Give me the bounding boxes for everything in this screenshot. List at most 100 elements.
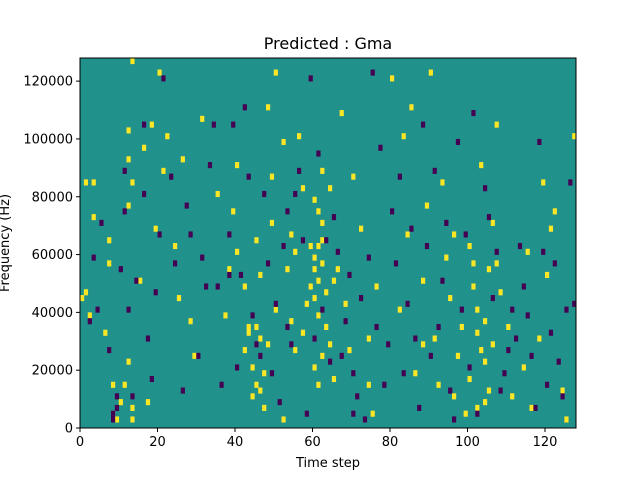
heatmap-cell-high [452, 393, 457, 400]
heatmap-cell-low [293, 190, 298, 198]
heatmap-cell-high [471, 283, 476, 290]
heatmap-cell-low [235, 364, 240, 371]
heatmap-cell-high [250, 393, 255, 400]
heatmap-cell-high [428, 69, 433, 76]
heatmap-cell-high [312, 254, 317, 261]
heatmap-cell-low [421, 121, 426, 128]
heatmap-cell-high [126, 156, 131, 163]
heatmap-cell-low [281, 243, 286, 250]
heatmap-cell-high [331, 375, 337, 383]
heatmap-cell-high [475, 306, 480, 313]
heatmap-cell-low [490, 295, 495, 302]
heatmap-cell-low [157, 231, 162, 238]
heatmap-cell-low [355, 393, 360, 400]
heatmap-cell-high [401, 133, 406, 140]
heatmap-cell-high [107, 237, 112, 244]
heatmap-cell-high [126, 127, 131, 134]
heatmap-cell-high [118, 399, 123, 406]
heatmap-cell-high [316, 312, 321, 319]
heatmap-cell-high [564, 416, 569, 423]
heatmap-cell-low [87, 318, 92, 325]
heatmap-cell-high [192, 352, 197, 359]
heatmap-cell-high [521, 364, 526, 371]
heatmap-cell-high [262, 370, 267, 377]
heatmap-cell-high [130, 404, 135, 411]
heatmap-cell-high [312, 295, 317, 302]
heatmap-cell-low [440, 277, 445, 284]
heatmap-cell-low [405, 300, 410, 307]
heatmap-cell-high [560, 387, 565, 394]
heatmap-cell-high [405, 231, 410, 238]
heatmap-cell-low [122, 208, 127, 215]
heatmap-cell-low [537, 138, 542, 146]
heatmap-cell-high [269, 173, 275, 180]
heatmap-cell-high [537, 335, 542, 342]
heatmap-cell-low [300, 237, 306, 244]
heatmap-cell-high [254, 323, 259, 331]
heatmap-cell-low [386, 341, 391, 348]
heatmap-cell-high [312, 266, 317, 273]
heatmap-cell-high [440, 179, 445, 186]
heatmap-cell-high [126, 358, 131, 365]
heatmap-cell-low [95, 306, 100, 313]
heatmap-cell-high [483, 358, 488, 365]
heatmap-cell-low [107, 347, 112, 354]
heatmap-cell-high [506, 323, 511, 331]
heatmap-cell-low [564, 306, 569, 313]
heatmap-cell-low [215, 283, 220, 290]
heatmap-cell-high [494, 260, 499, 267]
heatmap-cell-low [351, 410, 356, 417]
heatmap-cell-low [320, 306, 325, 313]
heatmap-cell-high [370, 410, 375, 417]
heatmap-cell-high [223, 312, 228, 319]
heatmap-cell-high [308, 283, 313, 290]
plot-frame [79, 57, 577, 429]
heatmap-cell-high [486, 387, 492, 394]
heatmap-cell-low [99, 219, 104, 226]
heatmap-cell-high [421, 277, 426, 284]
heatmap-cell-high [130, 416, 135, 423]
heatmap-cell-high [339, 110, 344, 117]
heatmap-cell-high [80, 295, 85, 302]
heatmap-cell-high [335, 266, 340, 273]
heatmap-cell-high [545, 271, 550, 278]
heatmap-cell-high [479, 162, 484, 169]
heatmap-cell-low [486, 214, 492, 221]
heatmap-cell-high [467, 243, 472, 250]
heatmap-cell-high [498, 289, 503, 296]
heatmap-cell-high [312, 364, 317, 371]
heatmap-cell-high [483, 318, 488, 325]
heatmap-cell-low [262, 190, 267, 198]
heatmap-cell-low [200, 254, 205, 261]
heatmap-cell-low [126, 306, 131, 313]
heatmap-cell-high [432, 335, 437, 342]
x-tick-label: 120 [533, 435, 558, 450]
heatmap-cell-high [165, 133, 170, 140]
heatmap-cell-low [304, 410, 309, 417]
heatmap-cell-high [269, 219, 275, 226]
heatmap-cell-high [157, 69, 162, 76]
heatmap-cell-low [541, 248, 546, 255]
heatmap-cell-low [568, 179, 573, 186]
heatmap-cell-high [107, 260, 112, 267]
heatmap-cell-high [122, 381, 127, 388]
heatmap-cell-low [533, 404, 538, 411]
heatmap-cell-high [231, 208, 236, 215]
heatmap-cell-high [308, 243, 313, 250]
heatmap-cell-low [521, 283, 526, 290]
heatmap-cell-low [114, 404, 120, 411]
heatmap-cell-high [436, 381, 441, 388]
heatmap-cell-low [316, 150, 321, 157]
heatmap-cell-low [196, 352, 201, 359]
heatmap-cell-low [552, 260, 557, 267]
heatmap-cell-low [455, 138, 461, 146]
heatmap-cell-high [320, 352, 325, 359]
heatmap-cell-low [227, 231, 232, 238]
heatmap-cell-high [235, 162, 240, 169]
heatmap-cell-low [444, 219, 449, 226]
heatmap-cell-low [180, 387, 185, 394]
heatmap-cell-low [506, 347, 511, 354]
heatmap-cell-high [281, 416, 286, 423]
heatmap-cell-high [87, 312, 92, 319]
heatmap-cell-low [374, 323, 379, 331]
